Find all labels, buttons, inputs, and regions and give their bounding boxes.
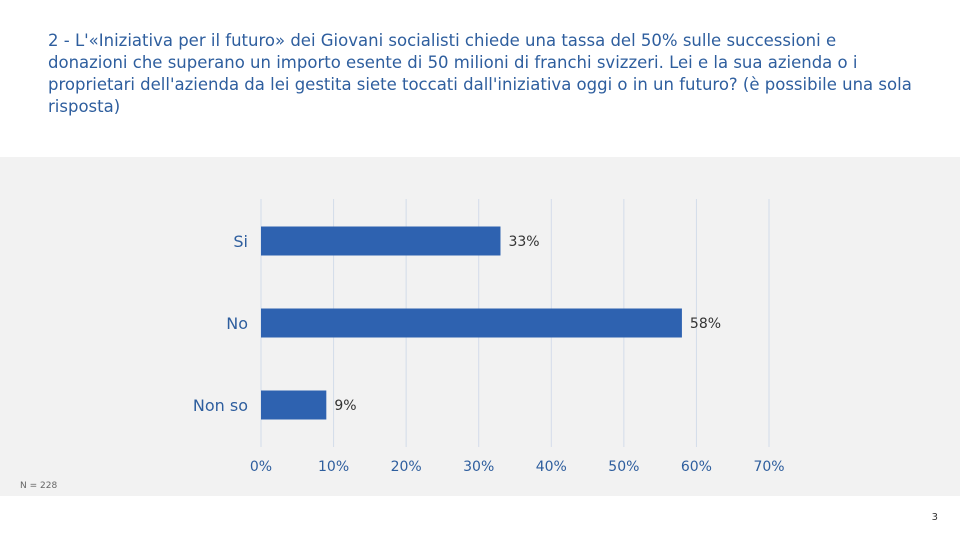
x-tick-label-30: 30% bbox=[463, 459, 494, 475]
x-tick-label-50: 50% bbox=[608, 459, 639, 475]
data-label-non-so: 9% bbox=[334, 398, 356, 414]
x-tick-label-40: 40% bbox=[536, 459, 567, 475]
category-label-no: No bbox=[226, 314, 248, 333]
x-tick-label-0: 0% bbox=[250, 459, 272, 475]
bar-chart: Si 33% No 58% Non so 9% 0% 10% 20% 30% 40% 50% 60% 7… bbox=[193, 199, 785, 475]
sample-size-note: N = 228 bbox=[20, 481, 58, 491]
x-tick-label-70: 70% bbox=[753, 459, 784, 475]
page-number: 3 bbox=[931, 512, 938, 523]
x-tick-label-10: 10% bbox=[318, 459, 349, 475]
question-title: 2 - L'«Iniziativa per il futuro» dei Gio… bbox=[48, 31, 912, 116]
x-tick-label-60: 60% bbox=[681, 459, 712, 475]
chart-panel: Si 33% No 58% Non so 9% 0% 10% 20% 30% 40% 50% 60% 7… bbox=[0, 157, 960, 496]
data-label-no: 58% bbox=[690, 316, 721, 332]
x-tick-label-20: 20% bbox=[391, 459, 422, 475]
category-label-non-so: Non so bbox=[193, 396, 248, 415]
data-label-si: 33% bbox=[508, 234, 539, 250]
category-label-si: Si bbox=[233, 232, 248, 251]
bar-si bbox=[261, 226, 501, 256]
bar-no bbox=[261, 308, 682, 338]
bar-non-so bbox=[261, 390, 327, 420]
